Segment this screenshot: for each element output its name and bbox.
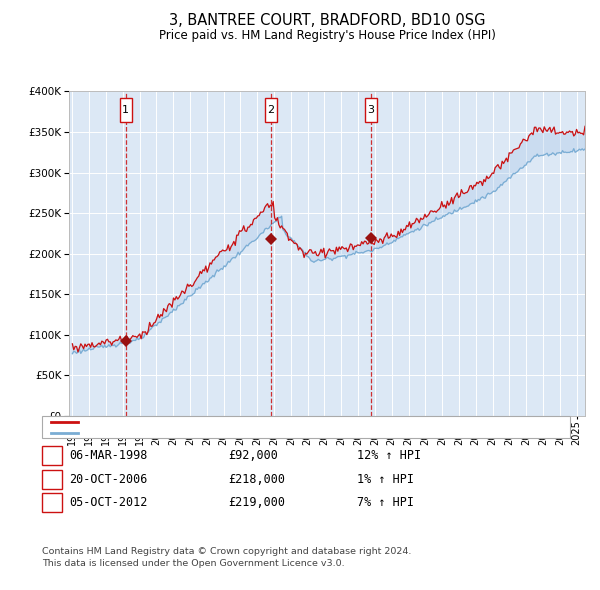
Text: 1% ↑ HPI: 1% ↑ HPI bbox=[357, 473, 414, 486]
Text: 3: 3 bbox=[367, 105, 374, 115]
FancyBboxPatch shape bbox=[265, 98, 277, 122]
Text: 12% ↑ HPI: 12% ↑ HPI bbox=[357, 449, 421, 462]
Text: 3, BANTREE COURT, BRADFORD, BD10 0SG (detached house): 3, BANTREE COURT, BRADFORD, BD10 0SG (de… bbox=[84, 417, 404, 427]
Text: £92,000: £92,000 bbox=[228, 449, 278, 462]
Text: 3: 3 bbox=[48, 496, 56, 509]
Text: HPI: Average price, detached house, Bradford: HPI: Average price, detached house, Brad… bbox=[84, 428, 322, 438]
Text: 7% ↑ HPI: 7% ↑ HPI bbox=[357, 496, 414, 509]
Text: Contains HM Land Registry data © Crown copyright and database right 2024.
This d: Contains HM Land Registry data © Crown c… bbox=[42, 547, 412, 568]
FancyBboxPatch shape bbox=[365, 98, 377, 122]
FancyBboxPatch shape bbox=[120, 98, 132, 122]
Text: 1: 1 bbox=[122, 105, 130, 115]
Text: £219,000: £219,000 bbox=[228, 496, 285, 509]
Text: 1: 1 bbox=[48, 449, 56, 462]
Text: 2: 2 bbox=[267, 105, 274, 115]
Text: 06-MAR-1998: 06-MAR-1998 bbox=[69, 449, 148, 462]
Text: 05-OCT-2012: 05-OCT-2012 bbox=[69, 496, 148, 509]
Text: 2: 2 bbox=[48, 473, 56, 486]
Text: 3, BANTREE COURT, BRADFORD, BD10 0SG: 3, BANTREE COURT, BRADFORD, BD10 0SG bbox=[169, 13, 485, 28]
Text: 20-OCT-2006: 20-OCT-2006 bbox=[69, 473, 148, 486]
Text: Price paid vs. HM Land Registry's House Price Index (HPI): Price paid vs. HM Land Registry's House … bbox=[158, 29, 496, 42]
Text: £218,000: £218,000 bbox=[228, 473, 285, 486]
